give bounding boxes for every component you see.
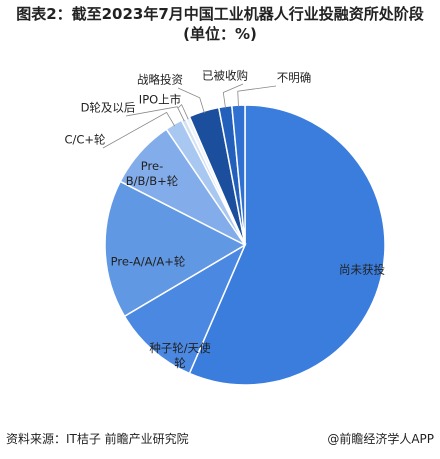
leader-line — [222, 83, 244, 109]
slice-label: IPO上市 — [138, 92, 182, 107]
slice-label: D轮及以后 — [80, 100, 136, 115]
slice-label: Pre-B/B/B+轮 — [125, 159, 179, 188]
slice-label: 尚未获投 — [339, 262, 385, 277]
slice-label: C/C+轮 — [64, 132, 106, 147]
leader-line — [237, 85, 277, 108]
pie-slice — [123, 243, 247, 375]
slice-label: 战略投资 — [137, 72, 183, 87]
slice-label: 不明确 — [276, 70, 312, 85]
leader-line — [102, 111, 176, 149]
footer: 资料来源：IT桔子 前瞻产业研究院 @前瞻经济学人APP — [6, 430, 434, 447]
leader-line — [177, 103, 189, 120]
slice-label: Pre-A/A/A+轮 — [110, 254, 186, 269]
brand: @前瞻经济学人APP — [327, 432, 434, 446]
pie-slice — [188, 104, 386, 386]
slice-label: 种子轮/天使轮 — [149, 341, 211, 370]
slice-label: 已被收购 — [202, 68, 248, 83]
source: 资料来源：IT桔子 前瞻产业研究院 — [6, 432, 189, 446]
leader-line — [125, 106, 185, 122]
chart-title: 图表2：截至2023年7月中国工业机器人行业投融资所处阶段(单位：%) — [16, 5, 424, 43]
pie-slice — [104, 180, 247, 318]
leader-line — [177, 87, 205, 114]
